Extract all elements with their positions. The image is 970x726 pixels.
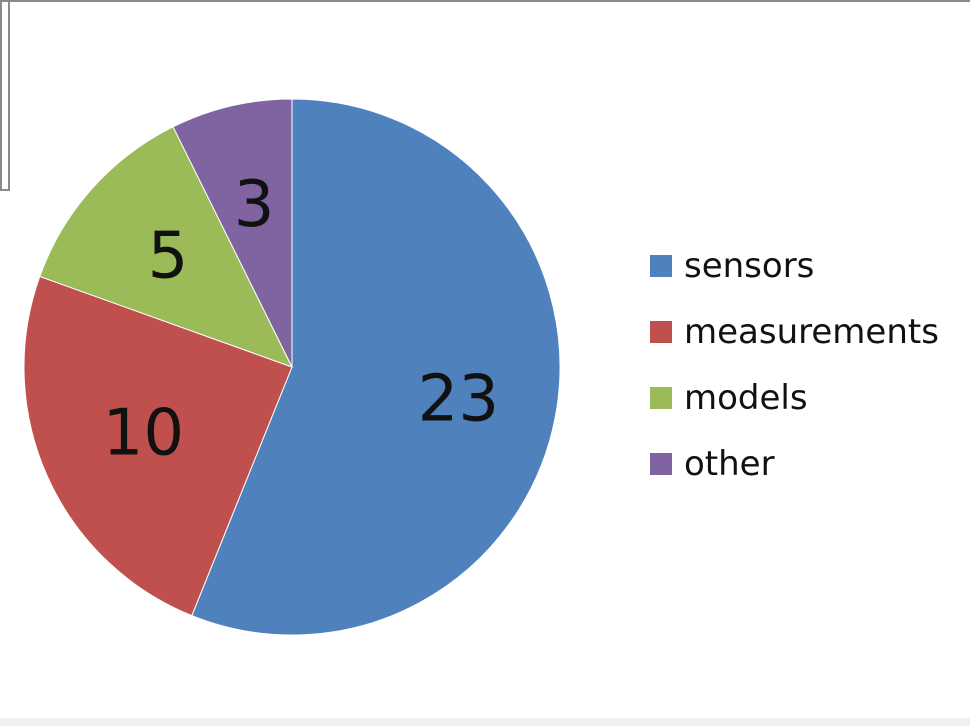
legend-swatch-sensors	[650, 255, 672, 277]
legend-swatch-other	[650, 453, 672, 475]
pie-slices	[23, 98, 561, 636]
legend-label-models: models	[684, 378, 808, 418]
legend-label-measurements: measurements	[684, 312, 939, 352]
data-label-other: 3	[234, 168, 275, 242]
frame-border-left	[0, 0, 2, 190]
pie-data-labels: 23 10 53	[103, 168, 499, 470]
frame-border-bottom-left	[0, 189, 10, 191]
chart-legend: sensors measurements models other	[650, 246, 939, 484]
data-label-models: 5	[148, 219, 189, 293]
pie-slice-sensors	[191, 98, 561, 636]
data-label-measurements: 10	[103, 397, 184, 471]
frame-bottom-band	[0, 718, 970, 726]
legend-label-sensors: sensors	[684, 246, 814, 286]
frame-border-top	[0, 0, 970, 2]
pie-slice-other	[172, 98, 293, 368]
data-label-sensors: 23	[418, 362, 499, 436]
pie-slice-models	[39, 126, 293, 368]
legend-label-other: other	[684, 444, 775, 484]
pie-slice-measurements	[23, 275, 293, 617]
frame-border-inner-left	[8, 2, 10, 190]
legend-swatch-measurements	[650, 321, 672, 343]
legend-swatch-models	[650, 387, 672, 409]
